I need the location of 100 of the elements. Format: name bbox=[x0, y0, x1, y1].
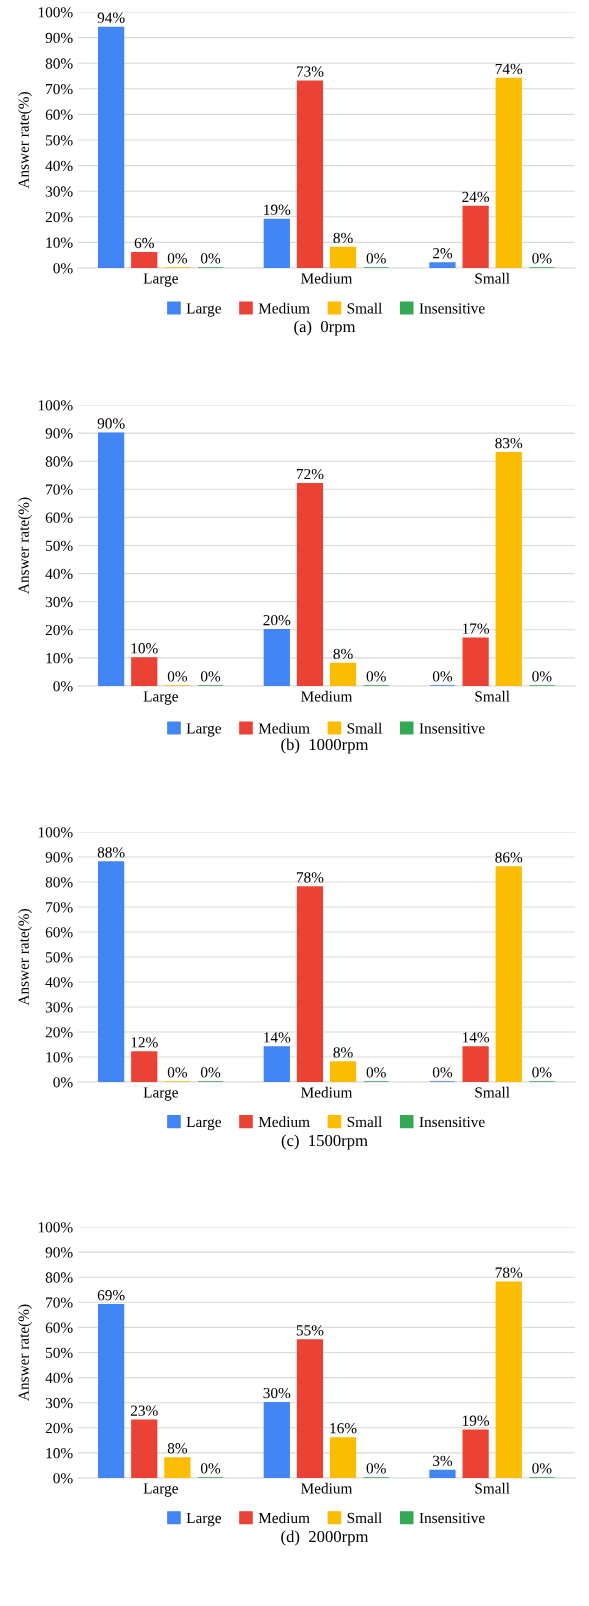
bar bbox=[329, 1437, 357, 1478]
data-label: 55% bbox=[296, 1325, 324, 1336]
x-tick-label: Small bbox=[475, 272, 510, 284]
y-tick-label: 20% bbox=[45, 211, 73, 223]
y-tick-label: 60% bbox=[45, 1322, 73, 1333]
x-tick-label: Small bbox=[475, 1482, 510, 1494]
legend-label: Large bbox=[186, 723, 222, 737]
text: (b) 1000rpm bbox=[281, 738, 369, 754]
y-tick-label: 0% bbox=[53, 263, 73, 274]
y-axis-title: Answer rate(%) bbox=[18, 497, 32, 594]
y-tick-label: 30% bbox=[45, 1002, 73, 1013]
data-label: 0% bbox=[167, 1067, 188, 1078]
legend-label: Medium bbox=[258, 1512, 310, 1524]
bar bbox=[429, 1469, 456, 1478]
y-tick-label: 40% bbox=[45, 1372, 73, 1384]
y-tick-label: 100% bbox=[38, 1222, 73, 1233]
y-tick-label: 40% bbox=[45, 568, 73, 580]
data-label: 14% bbox=[264, 1032, 291, 1043]
bar bbox=[296, 80, 324, 268]
y-tick-label: 50% bbox=[46, 135, 73, 146]
bar bbox=[131, 1419, 158, 1478]
y-axis-title: Answer rate(%) bbox=[18, 1304, 32, 1401]
legend-label: Insensitive bbox=[419, 723, 485, 734]
y-tick-label: 70% bbox=[46, 484, 73, 495]
x-tick-label: Large bbox=[143, 1087, 178, 1101]
data-label: 0% bbox=[200, 1463, 221, 1474]
legend-label: Insensitive bbox=[419, 1512, 485, 1524]
data-label: 19% bbox=[264, 204, 291, 215]
y-tick-label: 0% bbox=[53, 681, 73, 692]
y-tick-label: 40% bbox=[45, 977, 73, 988]
bar bbox=[462, 637, 489, 686]
legend-label: Small bbox=[347, 1116, 382, 1128]
data-label: 14% bbox=[462, 1032, 490, 1043]
legend-label: Medium bbox=[258, 1116, 310, 1128]
legend-label: Small bbox=[347, 722, 382, 734]
bar bbox=[98, 432, 125, 686]
bar bbox=[296, 482, 324, 686]
bar bbox=[495, 77, 522, 268]
data-label: 0% bbox=[366, 1463, 386, 1474]
data-label: 17% bbox=[462, 623, 490, 634]
legend-label: Insensitive bbox=[419, 303, 485, 314]
data-label: 88% bbox=[97, 847, 125, 858]
y-tick-label: 80% bbox=[45, 456, 73, 467]
y-tick-label: 30% bbox=[45, 596, 73, 608]
x-tick-label: Medium bbox=[301, 1086, 353, 1098]
bar bbox=[429, 262, 456, 268]
y-tick-label: 40% bbox=[45, 160, 73, 172]
data-label: 19% bbox=[462, 1415, 490, 1426]
data-label: 0% bbox=[532, 1463, 552, 1474]
data-label: 90% bbox=[97, 418, 125, 429]
data-label: 0% bbox=[432, 1067, 453, 1078]
data-label: 8% bbox=[333, 1047, 353, 1058]
x-tick-label: Large bbox=[143, 1483, 178, 1497]
data-label: 0% bbox=[167, 671, 188, 682]
y-tick-label: 20% bbox=[45, 1422, 73, 1434]
data-label: 0% bbox=[200, 1067, 221, 1078]
data-label: 2% bbox=[432, 248, 453, 259]
data-label: 8% bbox=[333, 648, 353, 660]
data-label: 0% bbox=[366, 1067, 386, 1078]
y-axis-title: Answer rate(%) bbox=[18, 92, 32, 189]
y-tick-label: 0% bbox=[53, 1473, 73, 1484]
bar bbox=[131, 657, 158, 686]
data-label: 3% bbox=[433, 1455, 453, 1467]
x-tick-label: Small bbox=[475, 1086, 510, 1098]
bar bbox=[131, 1051, 158, 1082]
y-tick-label: 50% bbox=[46, 1347, 73, 1358]
legend-label: Medium bbox=[258, 302, 310, 314]
legend-label: Small bbox=[347, 302, 382, 314]
data-label: 0% bbox=[366, 253, 386, 264]
bar bbox=[98, 1304, 125, 1478]
data-label: 0% bbox=[366, 671, 386, 682]
data-label: 0% bbox=[200, 253, 221, 264]
bar bbox=[263, 1402, 290, 1478]
data-label: 0% bbox=[532, 1067, 552, 1078]
y-tick-label: 30% bbox=[45, 1397, 73, 1409]
x-tick-label: Large bbox=[143, 691, 178, 705]
data-label: 0% bbox=[200, 671, 221, 682]
bar bbox=[495, 866, 522, 1082]
legend-label: Small bbox=[347, 1512, 382, 1524]
data-label: 78% bbox=[296, 872, 324, 883]
data-label: 20% bbox=[263, 615, 291, 626]
bar bbox=[296, 1339, 324, 1478]
text: (c) 1500rpm bbox=[281, 1134, 368, 1150]
x-tick-label: Medium bbox=[301, 272, 353, 284]
data-label: 86% bbox=[495, 852, 523, 863]
data-label: 0% bbox=[532, 253, 552, 264]
y-tick-label: 60% bbox=[45, 512, 73, 523]
x-tick-label: Small bbox=[475, 690, 510, 702]
y-tick-label: 70% bbox=[46, 1297, 73, 1308]
y-axis-title: Answer rate(%) bbox=[18, 909, 32, 1006]
bar bbox=[329, 662, 357, 686]
x-tick-label: Medium bbox=[301, 690, 353, 702]
data-label: 30% bbox=[263, 1387, 291, 1399]
data-label: 0% bbox=[167, 253, 188, 264]
data-label: 94% bbox=[97, 12, 125, 23]
bar bbox=[462, 1429, 489, 1478]
data-label: 10% bbox=[131, 643, 158, 654]
data-label: 8% bbox=[167, 1443, 188, 1454]
data-label: 0% bbox=[432, 671, 453, 682]
y-tick-label: 10% bbox=[46, 1052, 73, 1063]
